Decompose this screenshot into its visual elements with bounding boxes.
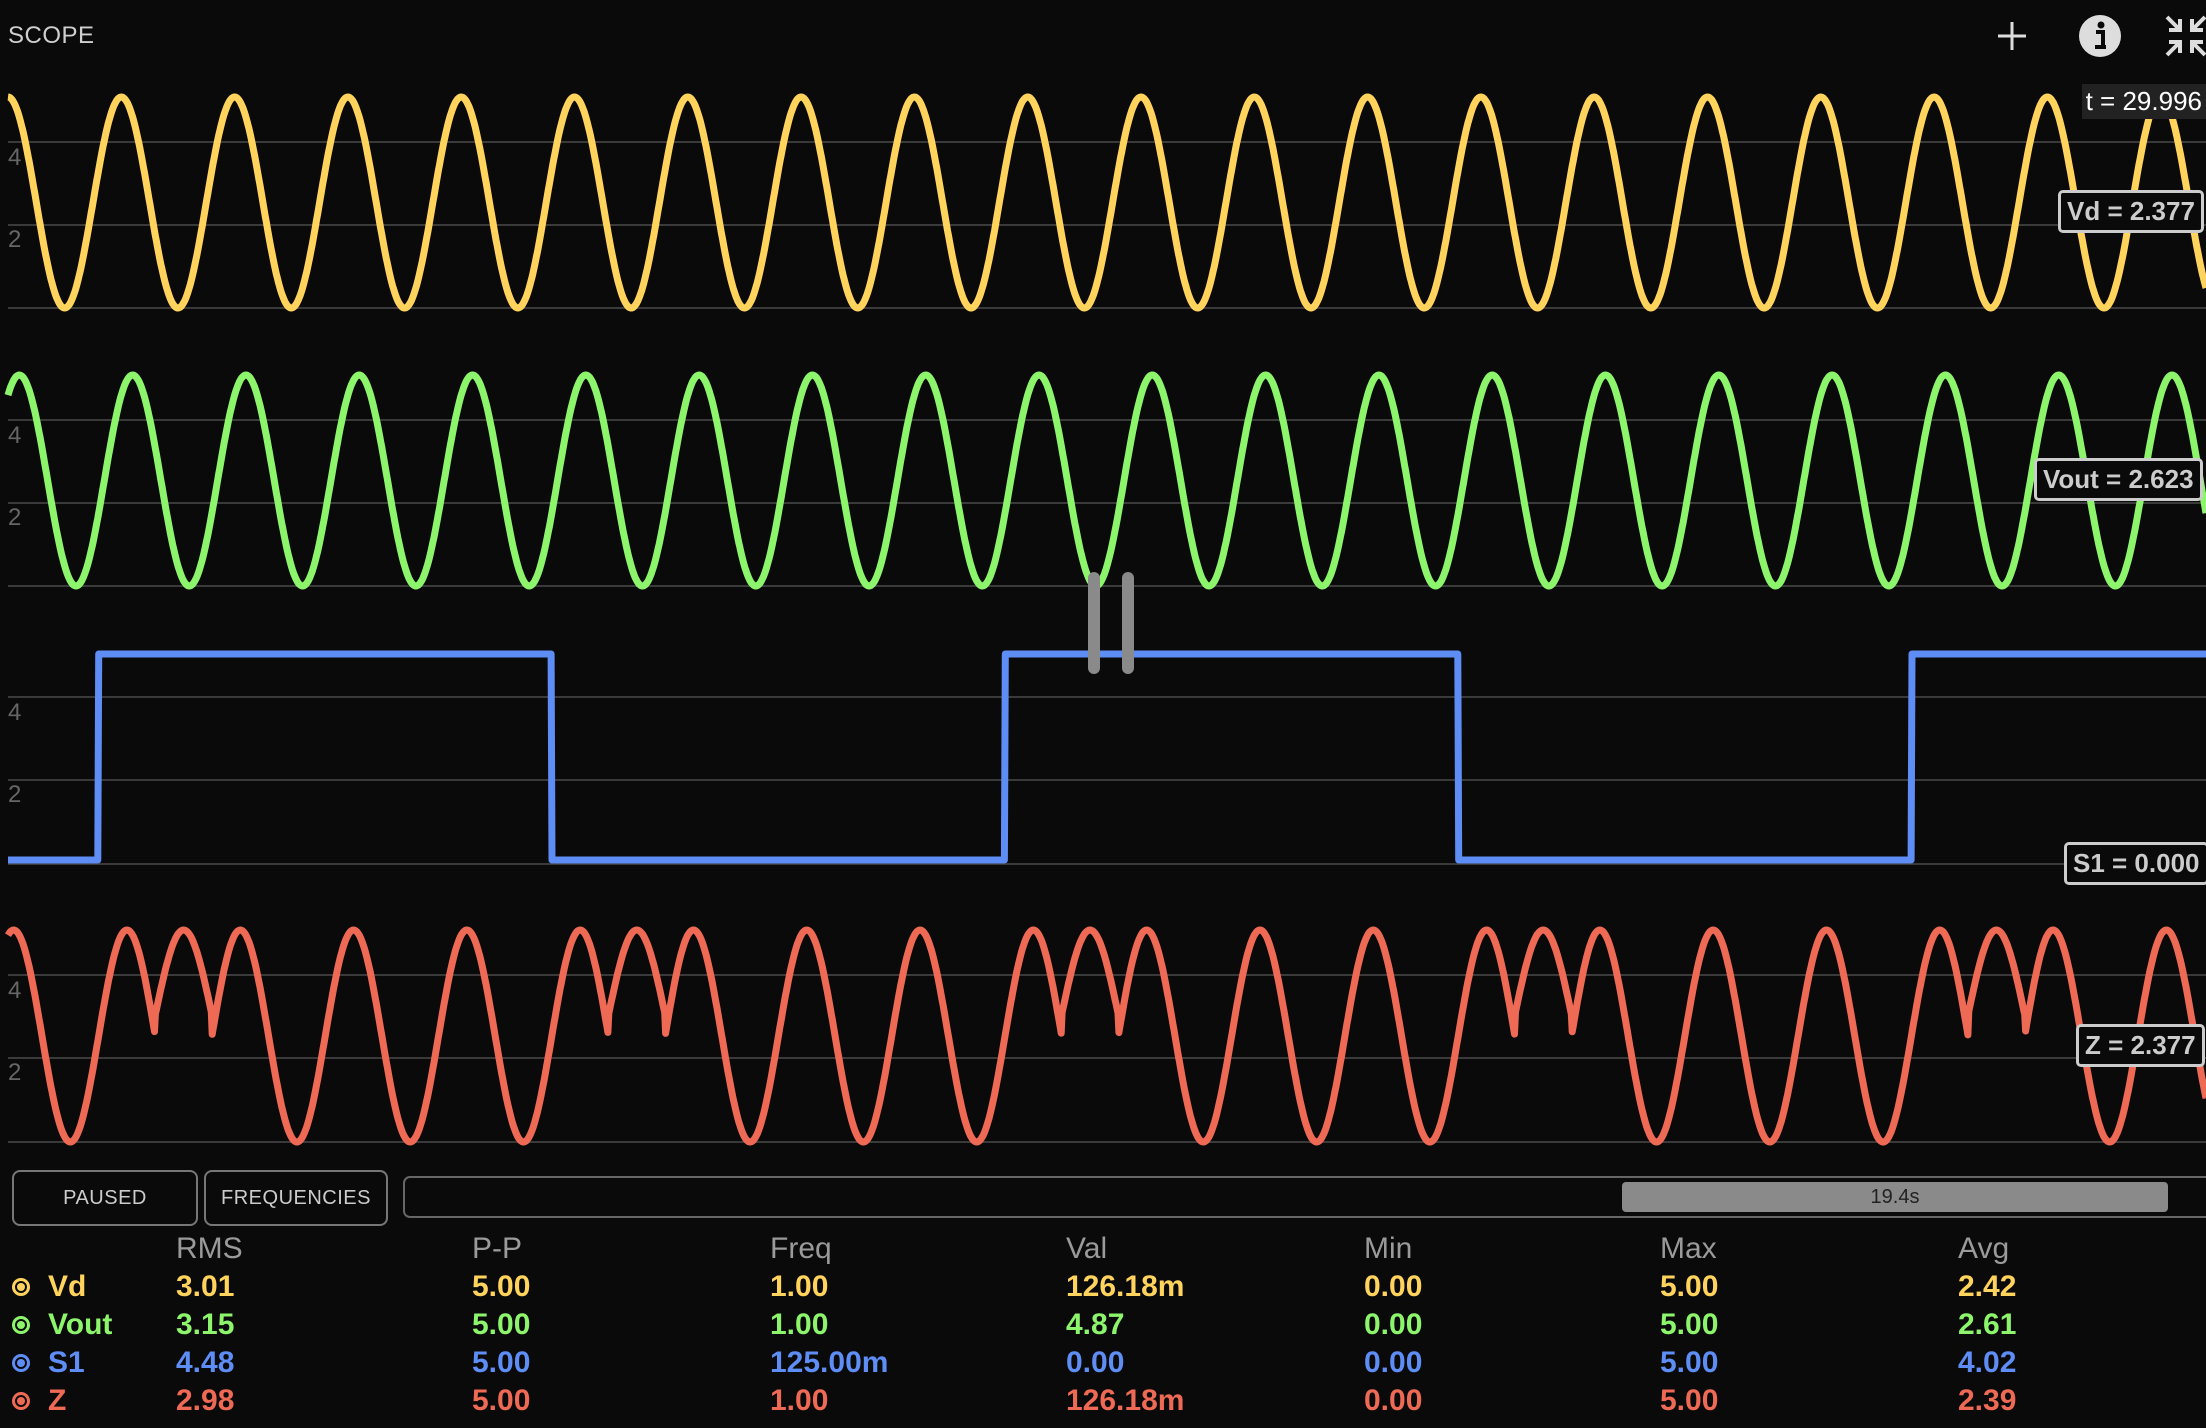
table-header: Avg (1958, 1232, 2010, 1265)
series-indicator-dot[interactable] (12, 1278, 30, 1296)
vd-trace (5, 93, 2206, 312)
table-header: Max (1660, 1232, 1717, 1265)
z-trace (4, 926, 2206, 1146)
table-cell: 2.39 (1958, 1384, 2017, 1417)
table-header: RMS (176, 1232, 243, 1265)
collapse-icon[interactable] (2160, 14, 2206, 58)
series-indicator-dot-fill (17, 1283, 25, 1291)
vout-trace (4, 371, 2206, 590)
table-cell: 4.87 (1066, 1308, 1125, 1341)
app-title: SCOPE (8, 22, 95, 49)
table-cell: 5.00 (1660, 1308, 1719, 1341)
s1-readout-tag: S1 = 0.000 (2064, 842, 2206, 885)
table-cell: 3.15 (176, 1308, 235, 1341)
y-grid-label: 4 (8, 977, 21, 1004)
table-cell: 2.61 (1958, 1308, 2017, 1341)
series-indicator-dot-fill (17, 1397, 25, 1405)
table-cell: 5.00 (472, 1346, 531, 1379)
table-cell: 4.02 (1958, 1346, 2017, 1379)
time-cursor-label: t = 29.996 (2081, 84, 2206, 119)
table-cell: 5.00 (472, 1384, 531, 1417)
info-icon[interactable] (2074, 14, 2126, 58)
y-grid-label: 2 (8, 1059, 21, 1086)
plus-icon[interactable] (1986, 14, 2038, 58)
table-cell: 1.00 (770, 1270, 829, 1303)
y-grid-label: 4 (8, 422, 21, 449)
table-cell: 125.00m (770, 1346, 889, 1379)
table-cell: 0.00 (1066, 1346, 1125, 1379)
table-header: Min (1364, 1232, 1413, 1265)
paused-button[interactable]: PAUSED (12, 1170, 198, 1226)
table-cell: 126.18m (1066, 1270, 1185, 1303)
y-grid-label: 2 (8, 781, 21, 808)
vout-readout-tag: Vout = 2.623 (2034, 458, 2203, 501)
table-cell: 0.00 (1364, 1270, 1423, 1303)
table-cell: 5.00 (1660, 1384, 1719, 1417)
vd-readout-tag: Vd = 2.377 (2058, 190, 2204, 233)
y-grid-label: 4 (8, 144, 21, 171)
timeline-scrollbar[interactable] (403, 1176, 2206, 1218)
table-cell: 2.42 (1958, 1270, 2017, 1303)
table-cell: 0.00 (1364, 1308, 1423, 1341)
series-name: Z (48, 1384, 67, 1417)
table-cell: 0.00 (1364, 1346, 1423, 1379)
table-cell: 0.00 (1364, 1384, 1423, 1417)
series-name: S1 (48, 1346, 85, 1379)
series-indicator-dot[interactable] (12, 1316, 30, 1334)
table-cell: 1.00 (770, 1308, 829, 1341)
table-cell: 4.48 (176, 1346, 235, 1379)
y-grid-label: 4 (8, 699, 21, 726)
table-cell: 1.00 (770, 1384, 829, 1417)
table-cell: 5.00 (1660, 1270, 1719, 1303)
scope-plot-area[interactable]: 4 2 4 2 4 2 4 2 (0, 0, 2206, 1160)
series-indicator-dot-fill (17, 1321, 25, 1329)
table-cell: 2.98 (176, 1384, 235, 1417)
z-readout-tag: Z = 2.377 (2076, 1024, 2205, 1067)
series-indicator-dot-fill (17, 1359, 25, 1367)
table-cell: 3.01 (176, 1270, 235, 1303)
series-indicator-dot[interactable] (12, 1392, 30, 1410)
y-grid-label: 2 (8, 226, 21, 253)
series-name: Vd (48, 1270, 87, 1303)
s1-trace (5, 650, 2206, 864)
table-header: Freq (770, 1232, 832, 1265)
series-name: Vout (48, 1308, 113, 1341)
table-header: P-P (472, 1232, 523, 1265)
timeline-scroll-thumb[interactable]: 19.4s (1622, 1182, 2168, 1212)
table-cell: 5.00 (472, 1270, 531, 1303)
series-indicator-dot[interactable] (12, 1354, 30, 1372)
table-cell: 5.00 (1660, 1346, 1719, 1379)
frequencies-button[interactable]: FREQUENCIES (204, 1170, 388, 1226)
table-cell: 5.00 (472, 1308, 531, 1341)
table-cell: 126.18m (1066, 1384, 1185, 1417)
table-header: Val (1066, 1232, 1108, 1265)
y-grid-label: 2 (8, 504, 21, 531)
